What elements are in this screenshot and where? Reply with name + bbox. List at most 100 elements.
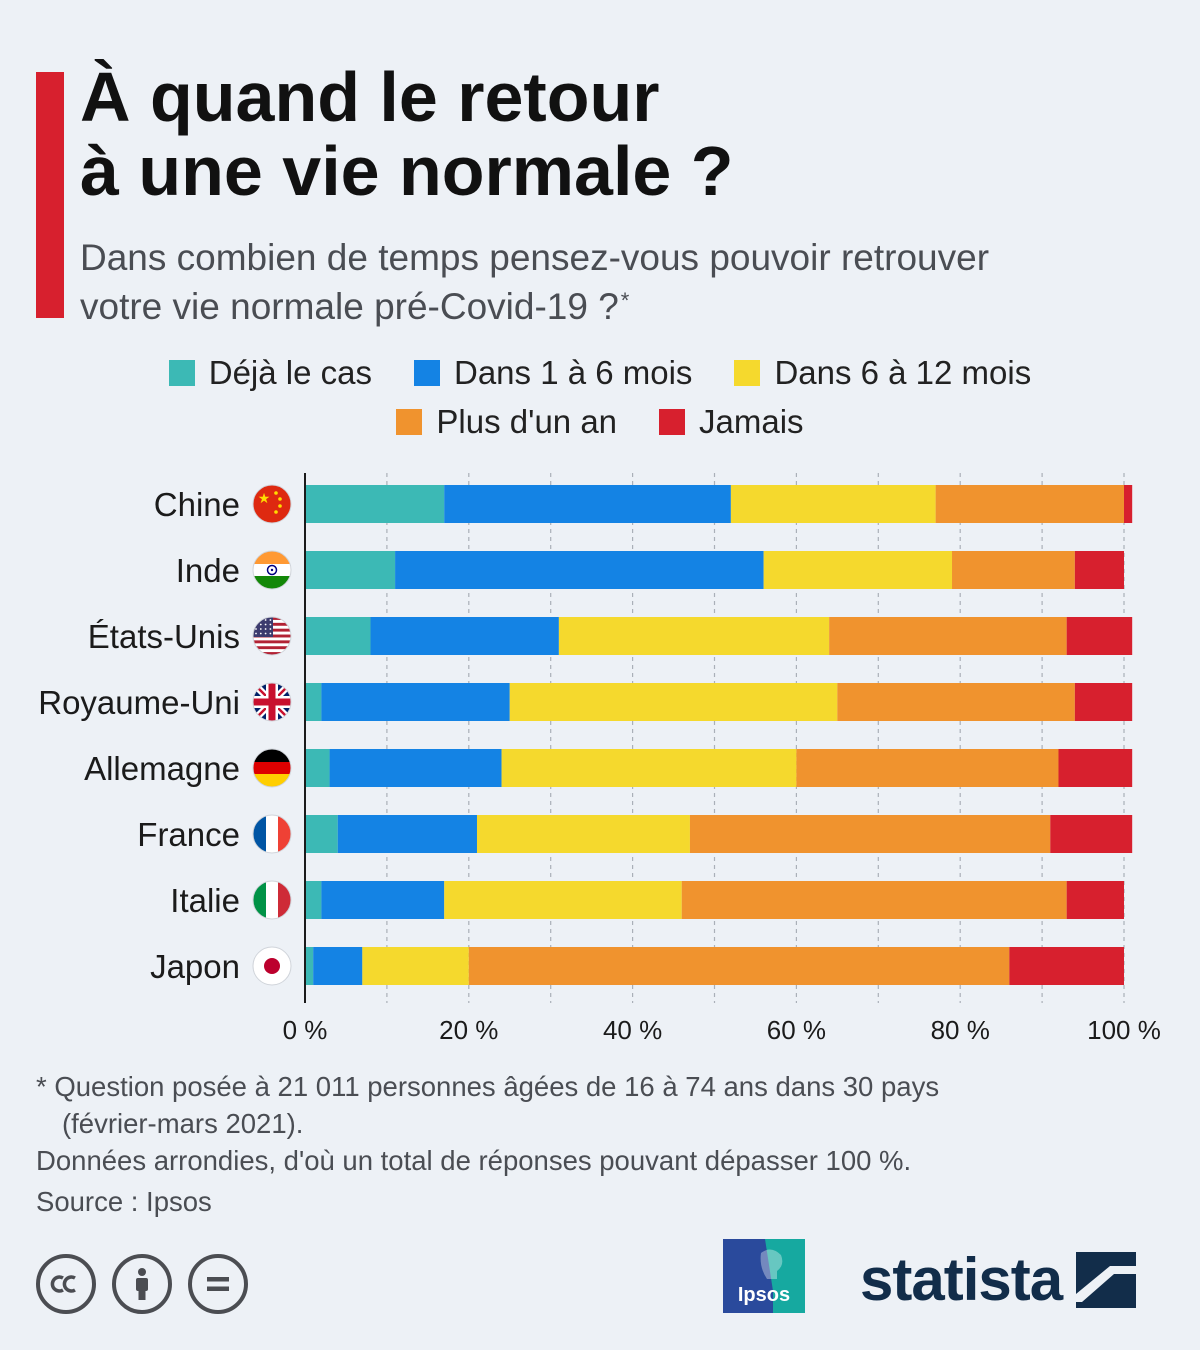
legend-item-6-12-mois: Dans 6 à 12 mois xyxy=(734,354,1031,392)
subtitle-line-2-text: votre vie normale pré-Covid-19 ? xyxy=(80,286,619,327)
category-label: Japon xyxy=(150,948,240,985)
flag-border xyxy=(252,814,292,854)
flag-border xyxy=(252,880,292,920)
bar-segment xyxy=(370,617,559,655)
bar-segment xyxy=(305,683,322,721)
bar-segment xyxy=(395,551,764,589)
category-label: États-Unis xyxy=(88,618,240,655)
bar-segment xyxy=(476,815,690,853)
svg-text:★: ★ xyxy=(258,491,271,507)
bar-segment xyxy=(468,947,1010,985)
bar-segment xyxy=(501,749,797,787)
legend-label-6-12-mois: Dans 6 à 12 mois xyxy=(774,354,1032,391)
attribution-icon[interactable] xyxy=(112,1254,172,1314)
x-tick-label: 0 % xyxy=(283,1015,328,1045)
legend-label-jamais: Jamais xyxy=(699,403,804,440)
bar-segment xyxy=(952,551,1075,589)
bar-segment xyxy=(329,749,502,787)
legend-swatch-deja xyxy=(168,360,195,386)
subtitle-line-1: Dans combien de temps pensez-vous pouvoi… xyxy=(80,237,990,278)
legend-swatch-jamais xyxy=(659,409,686,435)
legend-item-plus-an: Plus d'un an xyxy=(396,403,617,441)
bar-segment xyxy=(1066,881,1124,919)
legend-item-deja: Déjà le cas xyxy=(168,354,372,392)
bar-segment xyxy=(1009,947,1124,985)
bar-segment xyxy=(1066,617,1133,655)
chart-title: À quand le retour à une vie normale ? xyxy=(80,60,1160,208)
legend-label-1-6-mois: Dans 1 à 6 mois xyxy=(453,354,693,391)
bar-segment xyxy=(444,485,731,523)
flag-border xyxy=(252,748,292,788)
subtitle-line-2: votre vie normale pré-Covid-19 ?* xyxy=(80,282,1170,331)
bar-segment xyxy=(1050,815,1133,853)
legend-swatch-1-6-mois xyxy=(413,360,440,386)
footnote: * Question posée à 21 011 personnes âgée… xyxy=(36,1068,1156,1220)
bar-segment xyxy=(321,881,445,919)
statista-logo[interactable]: statista xyxy=(860,1245,1137,1314)
flag-border xyxy=(252,484,292,524)
bar-segment xyxy=(1074,551,1124,589)
bar-segment xyxy=(362,947,469,985)
china-flag-icon: ★ xyxy=(253,485,291,523)
bar-segment xyxy=(558,617,830,655)
stacked-bar-chart: Chine Inde États-Unis Royaume-Uni Allemagne F… xyxy=(38,473,1161,1045)
bar-segment xyxy=(796,749,1059,787)
bar-segment xyxy=(305,815,338,853)
bar-segment xyxy=(1074,683,1133,721)
bar-segment xyxy=(829,617,1067,655)
x-tick-label: 80 % xyxy=(931,1015,990,1045)
bar-segment xyxy=(305,947,314,985)
statista-wordmark: statista xyxy=(860,1246,1063,1313)
bar-segment xyxy=(444,881,682,919)
legend-item-jamais: Jamais xyxy=(659,403,804,441)
japan-flag-icon xyxy=(253,947,291,985)
legend-row-1: Déjà le cas Dans 1 à 6 mois Dans 6 à 12 … xyxy=(0,354,1200,392)
x-tick-label: 40 % xyxy=(603,1015,662,1045)
bar-segment xyxy=(1124,485,1133,523)
bar-segment xyxy=(305,617,371,655)
legend-swatch-plus-an xyxy=(396,409,423,435)
bar-segment xyxy=(305,485,445,523)
category-label: Italie xyxy=(170,882,240,919)
chart-subtitle: Dans combien de temps pensez-vous pouvoi… xyxy=(80,233,1170,331)
x-tick-label: 100 % xyxy=(1087,1015,1161,1045)
footnote-line-3: Données arrondies, d'où un total de répo… xyxy=(36,1145,912,1176)
bar-segment xyxy=(681,881,1067,919)
bar-segment xyxy=(763,551,953,589)
legend-row-2: Plus d'un an Jamais xyxy=(0,403,1200,441)
category-label: Chine xyxy=(154,486,240,523)
ipsos-logo[interactable]: Ipsos xyxy=(723,1239,805,1313)
bar-segment xyxy=(313,947,363,985)
flag-border xyxy=(252,682,292,722)
bar-segment xyxy=(689,815,1051,853)
france-flag-icon xyxy=(253,815,291,853)
category-label: Allemagne xyxy=(84,750,240,787)
bar-segment xyxy=(305,749,330,787)
no-derivatives-icon[interactable] xyxy=(188,1254,248,1314)
title-line-2: à une vie normale ? xyxy=(80,132,734,210)
flag-border xyxy=(252,946,292,986)
creative-commons-icon[interactable] xyxy=(36,1254,96,1314)
bar-segment xyxy=(305,551,396,589)
legend-swatch-6-12-mois xyxy=(734,360,761,386)
category-label: Royaume-Uni xyxy=(38,684,240,721)
bar-segment xyxy=(1058,749,1133,787)
footnote-line-2: (février-mars 2021). xyxy=(62,1108,304,1139)
bar-segment xyxy=(321,683,510,721)
title-line-1: À quand le retour xyxy=(80,58,660,136)
uk-flag-icon xyxy=(253,683,291,721)
category-label: Inde xyxy=(176,552,240,589)
bar-segment xyxy=(730,485,936,523)
legend-item-1-6-mois: Dans 1 à 6 mois xyxy=(413,354,693,392)
source-text: Source : Ipsos xyxy=(36,1186,212,1217)
bar-segment xyxy=(509,683,838,721)
bar-segment xyxy=(935,485,1124,523)
x-tick-label: 20 % xyxy=(439,1015,498,1045)
legend-label-plus-an: Plus d'un an xyxy=(436,403,618,440)
flag-border xyxy=(252,616,292,656)
category-label: France xyxy=(137,816,240,853)
italy-flag-icon xyxy=(253,881,291,919)
legend-label-deja: Déjà le cas xyxy=(208,354,372,391)
statista-mark-icon xyxy=(1076,1251,1137,1308)
title-accent-bar xyxy=(36,72,64,318)
